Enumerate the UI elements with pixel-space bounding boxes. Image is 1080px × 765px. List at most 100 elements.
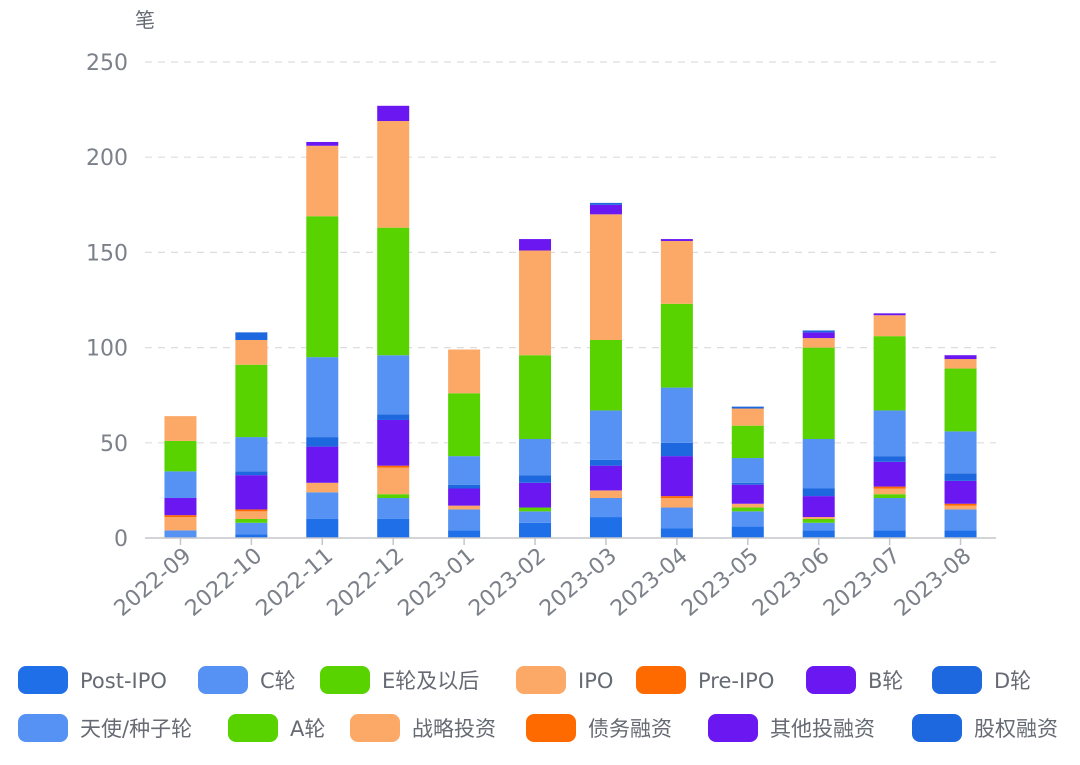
bar-segment[interactable]: 2022-10 股权融资: 4: [235, 332, 268, 340]
bar-segment[interactable]: 2023-05 A轮: 17: [731, 425, 764, 459]
bar-segment[interactable]: 2022-10 IPO: 4: [235, 511, 268, 519]
bar-segment[interactable]: 2023-02 D轮: 4: [519, 475, 552, 483]
bar-segment[interactable]: 2023-06 IPO: 1: [802, 517, 835, 519]
bar-segment[interactable]: 2023-06 战略投资: 5: [802, 338, 835, 348]
legend-item[interactable]: 战略投资: [350, 714, 496, 742]
bar-segment[interactable]: 2022-09 天使/种子轮: 14: [164, 471, 197, 499]
bar-segment[interactable]: 2023-04 B轮: 21: [660, 456, 693, 497]
bar-segment[interactable]: 2022-11 D轮: 5: [306, 437, 339, 447]
bar-segment[interactable]: 2022-12 C轮: 11: [377, 498, 410, 519]
bar-segment[interactable]: 2023-08 C轮: 11: [944, 509, 977, 531]
bar-segment[interactable]: 2023-04 天使/种子轮: 29: [660, 387, 693, 443]
bar-segment[interactable]: 2023-04 其他投融资: 1: [660, 239, 693, 241]
bar-segment[interactable]: 2023-08 IPO: 2: [944, 505, 977, 510]
bar-segment[interactable]: 2023-05 股权融资: 1: [731, 406, 764, 409]
bar-segment[interactable]: 2023-03 C轮: 10: [589, 498, 622, 518]
legend-item[interactable]: Post-IPO: [18, 666, 167, 694]
bar-segment[interactable]: 2022-11 B轮: 19: [306, 446, 339, 483]
bar-segment[interactable]: 2023-03 股权融资: 1: [589, 202, 622, 205]
bar-segment[interactable]: 2023-03 A轮: 37: [589, 339, 622, 411]
bar-segment[interactable]: 2023-08 D轮: 4: [944, 473, 977, 481]
bar-segment[interactable]: 2023-06 D轮: 4: [802, 488, 835, 497]
bar-segment[interactable]: 2023-01 B轮: 9: [448, 488, 481, 506]
bar-segment[interactable]: 2022-09 IPO: 7: [164, 517, 197, 531]
bar-segment[interactable]: 2023-02 Post-IPO: 8: [519, 522, 552, 538]
bar-segment[interactable]: 2022-12 D轮: 3: [377, 414, 410, 420]
bar-segment[interactable]: 2022-11 A轮: 74: [306, 216, 339, 358]
bar-segment[interactable]: 2023-08 A轮: 33: [944, 368, 977, 432]
bar-segment[interactable]: 2022-10 Post-IPO: 2: [235, 534, 268, 538]
bar-segment[interactable]: 2023-06 股权融资: 1: [802, 330, 835, 333]
bar-segment[interactable]: 2022-10 天使/种子轮: 18: [235, 437, 268, 472]
bar-segment[interactable]: 2022-11 IPO: 5: [306, 482, 339, 493]
bar-segment[interactable]: 2023-07 D轮: 3: [873, 456, 906, 462]
bar-segment[interactable]: 2023-05 E轮及以后: 2: [731, 507, 764, 512]
bar-segment[interactable]: 2023-01 A轮: 33: [448, 393, 481, 457]
bar-segment[interactable]: 2023-05 战略投资: 9: [731, 408, 764, 426]
bar-segment[interactable]: 2023-05 天使/种子轮: 13: [731, 458, 764, 483]
bar-segment[interactable]: 2023-02 E轮及以后: 2: [519, 507, 552, 512]
bar-segment[interactable]: 2023-04 C轮: 11: [660, 507, 693, 529]
bar-segment[interactable]: 2023-06 其他投融资: 3: [802, 332, 835, 339]
bar-segment[interactable]: 2023-04 A轮: 44: [660, 303, 693, 388]
legend-item[interactable]: IPO: [516, 666, 613, 694]
bar-segment[interactable]: 2023-06 E轮及以后: 2: [802, 518, 835, 523]
bar-segment[interactable]: 2022-10 A轮: 38: [235, 364, 268, 438]
bar-segment[interactable]: 2023-04 IPO: 5: [660, 498, 693, 508]
bar-segment[interactable]: 2023-07 Post-IPO: 4: [873, 530, 906, 538]
bar-segment[interactable]: 2023-02 A轮: 44: [519, 355, 552, 439]
bar-segment[interactable]: 2022-09 Pre-IPO: 1: [164, 515, 197, 518]
bar-segment[interactable]: 2023-01 D轮: 2: [448, 484, 481, 489]
bar-segment[interactable]: 2022-12 战略投资: 56: [377, 121, 410, 228]
bar-segment[interactable]: 2023-07 天使/种子轮: 24: [873, 410, 906, 457]
bar-segment[interactable]: 2023-06 B轮: 11: [802, 496, 835, 518]
legend-item[interactable]: E轮及以后: [320, 666, 479, 694]
bar-segment[interactable]: 2023-03 B轮: 13: [589, 465, 622, 491]
bar-segment[interactable]: 2023-02 天使/种子轮: 19: [519, 438, 552, 476]
legend-item[interactable]: A轮: [228, 714, 325, 742]
bar-segment[interactable]: 2023-02 其他投融资: 6: [519, 239, 552, 251]
bar-segment[interactable]: 2023-02 战略投资: 55: [519, 250, 552, 356]
bar-segment[interactable]: 2023-04 Post-IPO: 5: [660, 528, 693, 538]
bar-segment[interactable]: 2022-12 IPO: 14: [377, 467, 410, 495]
bar-segment[interactable]: 2023-02 B轮: 13: [519, 482, 552, 508]
bar-segment[interactable]: 2023-01 Post-IPO: 4: [448, 530, 481, 538]
bar-segment[interactable]: 2023-06 A轮: 48: [802, 347, 835, 439]
legend-item[interactable]: Pre-IPO: [636, 666, 774, 694]
bar-segment[interactable]: 2022-10 Pre-IPO: 1: [235, 509, 268, 512]
bar-segment[interactable]: 2023-03 天使/种子轮: 26: [589, 410, 622, 460]
bar-segment[interactable]: 2022-11 C轮: 14: [306, 492, 339, 519]
bar-segment[interactable]: 2022-12 E轮及以后: 2: [377, 494, 410, 499]
bar-segment[interactable]: 2023-04 Pre-IPO: 1: [660, 496, 693, 499]
bar-segment[interactable]: 2023-07 A轮: 39: [873, 336, 906, 411]
bar-segment[interactable]: 2022-11 天使/种子轮: 42: [306, 357, 339, 438]
bar-segment[interactable]: 2023-05 IPO: 2: [731, 503, 764, 508]
bar-segment[interactable]: 2022-12 A轮: 67: [377, 227, 410, 356]
bar-segment[interactable]: 2023-02 C轮: 6: [519, 511, 552, 523]
bar-segment[interactable]: 2023-06 天使/种子轮: 26: [802, 438, 835, 489]
bar-segment[interactable]: 2022-10 C轮: 6: [235, 522, 268, 535]
bar-segment[interactable]: 2022-09 B轮: 9: [164, 498, 197, 516]
bar-segment[interactable]: 2022-10 E轮及以后: 2: [235, 518, 268, 523]
bar-segment[interactable]: 2023-05 C轮: 8: [731, 511, 764, 527]
bar-segment[interactable]: 2023-08 战略投资: 5: [944, 359, 977, 369]
bar-segment[interactable]: 2022-11 Post-IPO: 10: [306, 518, 339, 538]
bar-segment[interactable]: 2023-07 战略投资: 11: [873, 315, 906, 337]
bar-segment[interactable]: 2023-07 IPO: 3: [873, 488, 906, 495]
bar-segment[interactable]: 2022-09 A轮: 16: [164, 440, 197, 472]
bar-segment[interactable]: 2023-03 战略投资: 66: [589, 214, 622, 340]
bar-segment[interactable]: 2022-11 战略投资: 37: [306, 145, 339, 217]
bar-segment[interactable]: 2023-07 Pre-IPO: 1: [873, 486, 906, 489]
bar-segment[interactable]: 2023-01 天使/种子轮: 15: [448, 456, 481, 485]
bar-segment[interactable]: 2023-07 C轮: 17: [873, 498, 906, 531]
bar-segment[interactable]: 2023-01 IPO: 2: [448, 505, 481, 510]
bar-segment[interactable]: 2022-10 D轮: 2: [235, 471, 268, 476]
bar-segment[interactable]: 2023-08 其他投融资: 2: [944, 355, 977, 360]
bar-segment[interactable]: 2023-01 C轮: 11: [448, 509, 481, 531]
bar-segment[interactable]: 2023-08 Pre-IPO: 1: [944, 503, 977, 506]
bar-segment[interactable]: 2022-11 其他投融资: 2: [306, 141, 339, 146]
bar-segment[interactable]: 2022-12 天使/种子轮: 31: [377, 355, 410, 415]
bar-segment[interactable]: 2022-12 Pre-IPO: 1: [377, 465, 410, 468]
legend-item[interactable]: C轮: [198, 666, 296, 694]
bar-segment[interactable]: 2022-09 C轮: 4: [164, 530, 197, 538]
